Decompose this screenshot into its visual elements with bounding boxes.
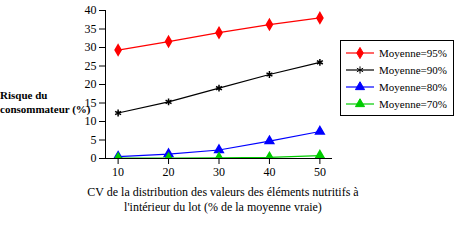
svg-text:25: 25: [85, 59, 97, 73]
svg-text:50: 50: [314, 165, 326, 179]
svg-text:40: 40: [263, 165, 275, 179]
svg-text:5: 5: [91, 133, 97, 147]
svg-text:35: 35: [85, 22, 97, 36]
svg-text:10: 10: [85, 114, 97, 128]
svg-text:40: 40: [85, 3, 97, 17]
svg-text:30: 30: [85, 40, 97, 54]
svg-text:10: 10: [112, 165, 124, 179]
svg-text:20: 20: [85, 77, 97, 91]
svg-text:20: 20: [163, 165, 175, 179]
svg-text:0: 0: [91, 151, 97, 165]
svg-text:30: 30: [213, 165, 225, 179]
